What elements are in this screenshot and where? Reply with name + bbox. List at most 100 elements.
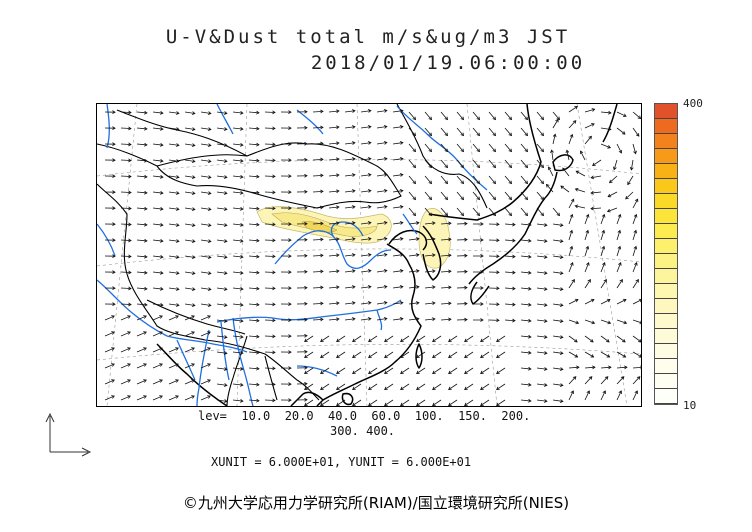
wind-vector-head: [127, 315, 131, 319]
wind-vector: [496, 351, 506, 358]
wind-vector: [448, 399, 458, 406]
wind-vector: [392, 110, 403, 113]
wind-vector: [312, 254, 324, 257]
wind-vector: [600, 111, 611, 114]
wind-vector-head: [400, 402, 404, 406]
wind-vector: [264, 367, 276, 369]
wind-vector: [168, 191, 179, 194]
wind-vector: [392, 174, 403, 177]
wind-vector: [368, 399, 378, 406]
wind-vector: [184, 287, 195, 290]
wind-vector-head: [448, 301, 452, 306]
wind-vector-head: [367, 237, 372, 241]
wind-vector: [536, 223, 547, 226]
wind-vector-head: [256, 158, 260, 163]
wind-vector: [216, 383, 227, 386]
wind-vector-head: [412, 148, 417, 153]
legend-swatch: [655, 149, 677, 164]
wind-vector-head: [480, 354, 484, 358]
wind-vector-head: [528, 318, 532, 323]
wind-vector-head: [112, 270, 116, 275]
wind-vector: [336, 399, 346, 406]
wind-vector-head: [207, 175, 212, 179]
wind-vector-head: [367, 301, 372, 305]
wind-vector: [120, 271, 132, 273]
wind-vector-head: [320, 141, 324, 146]
wind-vector-head: [111, 379, 115, 383]
wind-vector: [520, 111, 528, 120]
wind-vector-head: [464, 402, 468, 406]
wind-vector-head: [639, 320, 641, 325]
wind-vector: [120, 347, 131, 353]
wind-vector-head: [304, 205, 308, 210]
wind-vector-head: [399, 269, 404, 273]
wind-vector: [328, 318, 339, 321]
wind-vector-head: [272, 350, 276, 355]
wind-vector: [392, 238, 403, 241]
wind-vector: [416, 399, 426, 406]
wind-vector: [408, 191, 416, 200]
wind-vector-head: [383, 141, 388, 145]
legend-swatch: [655, 374, 677, 389]
wind-vector-head: [336, 173, 340, 178]
wind-vector: [456, 111, 464, 120]
wind-vector-head: [540, 116, 545, 121]
wind-vector: [520, 399, 531, 402]
wind-vector-head: [399, 109, 404, 113]
wind-vector-head: [559, 271, 564, 275]
wind-vector-head: [588, 376, 593, 380]
wind-vector: [632, 319, 641, 324]
legend-swatch: [655, 134, 677, 149]
wind-vector-head: [492, 164, 497, 169]
wind-vector: [152, 271, 163, 274]
wind-vector-head: [352, 317, 356, 321]
wind-vector: [536, 207, 544, 216]
wind-vector-head: [571, 278, 575, 283]
wind-vector-head: [448, 354, 452, 358]
wind-vector: [584, 390, 590, 401]
wind-vector-head: [528, 270, 532, 275]
wind-vector-head: [496, 254, 500, 259]
wind-vector: [152, 223, 163, 226]
wind-vector: [312, 158, 324, 161]
wind-vector-head: [240, 190, 244, 195]
wind-vector-head: [637, 115, 641, 119]
wind-vector-head: [207, 159, 212, 163]
wind-vector: [344, 286, 355, 289]
wind-vector: [328, 286, 339, 289]
wind-vector-head: [144, 206, 148, 211]
wind-vector: [360, 254, 371, 257]
wind-vector: [168, 239, 179, 242]
wind-vector: [328, 302, 339, 305]
wind-vector: [456, 159, 464, 168]
wind-vector-head: [367, 157, 372, 161]
wind-vector-head: [320, 109, 324, 114]
wind-vector-head: [288, 238, 292, 242]
wind-vector: [504, 175, 512, 184]
wind-vector-head: [112, 190, 116, 195]
wind-vector-head: [128, 158, 132, 163]
wind-vector: [568, 279, 575, 289]
wind-vector-head: [540, 180, 545, 185]
wind-vector: [616, 111, 627, 117]
wind-vector: [616, 127, 626, 135]
wind-vector: [104, 315, 115, 321]
wind-vector: [360, 126, 371, 129]
wind-vector-head: [223, 367, 228, 371]
wind-vector: [488, 111, 496, 120]
wind-vector-head: [559, 287, 564, 291]
wind-vector-head: [336, 338, 340, 342]
wind-vector-head: [320, 221, 324, 226]
wind-vector: [456, 143, 464, 152]
wind-vector: [632, 335, 641, 343]
wind-vector-head: [607, 193, 612, 198]
wind-vector-head: [617, 245, 622, 250]
wind-vector-head: [476, 132, 481, 137]
wind-vector: [328, 270, 339, 273]
wind-vector: [232, 335, 243, 338]
wind-vector-head: [304, 285, 308, 290]
wind-vector-head: [223, 175, 228, 179]
wind-vector-head: [586, 261, 590, 266]
wind-vector: [536, 191, 544, 200]
wind-vector: [464, 367, 474, 374]
